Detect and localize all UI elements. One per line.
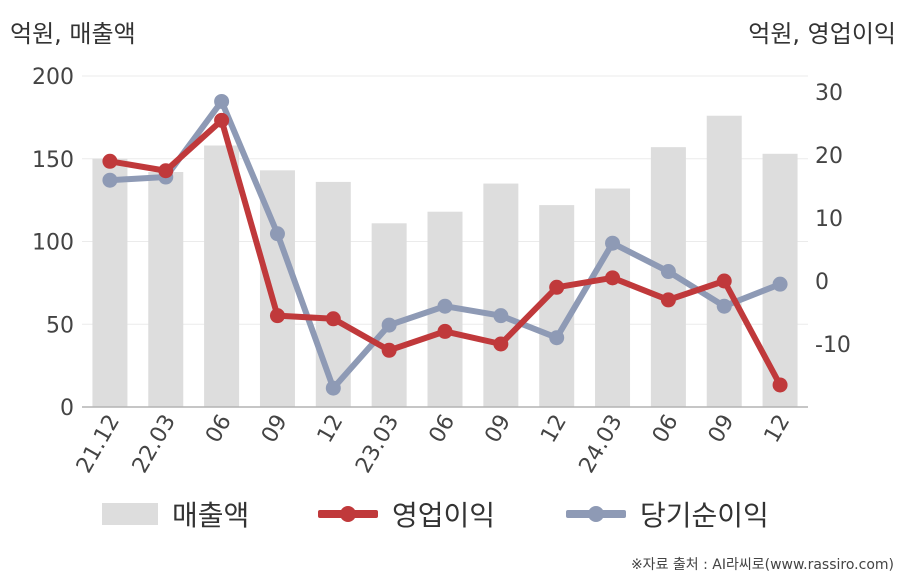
point-당기순이익-5: [381, 317, 397, 333]
chart-legend: 매출액 영업이익 당기순이익: [0, 492, 908, 536]
legend-label-net: 당기순이익: [640, 499, 769, 532]
line-series: [102, 93, 788, 396]
x-tick-label: 23.03: [351, 411, 404, 478]
bar-매출액-8: [539, 205, 575, 407]
right-tick-label: 10: [815, 207, 843, 232]
right-tick-label: 20: [815, 144, 843, 169]
x-tick-label: 24.03: [575, 411, 628, 478]
bar-매출액-1: [148, 171, 184, 407]
legend-label-revenue: 매출액: [172, 499, 250, 532]
right-tick-label: -10: [815, 333, 851, 358]
bar-매출액-11: [706, 115, 742, 407]
left-tick-label: 150: [32, 148, 74, 173]
right-tick-label: 30: [815, 81, 843, 106]
legend-swatch-operating: [318, 503, 378, 525]
point-영업이익-1: [158, 163, 174, 179]
bar-매출액-9: [595, 188, 631, 407]
point-영업이익-10: [660, 292, 676, 308]
x-tick-label: 12: [760, 411, 796, 448]
x-axis-ticks: 21.12 22.03 06 09 12 23.03 06 09 12 24.03 06 09 12: [72, 411, 795, 478]
point-영업이익-3: [269, 308, 285, 324]
point-당기순이익-12: [772, 276, 788, 292]
legend-swatch-revenue: [102, 503, 158, 525]
legend-item-operating: 영업이익: [318, 492, 495, 536]
left-tick-label: 200: [32, 65, 74, 90]
point-당기순이익-11: [716, 298, 732, 314]
left-axis-ticks: 0 50 100 150 200: [32, 65, 74, 421]
bar-매출액-2: [204, 145, 240, 407]
point-영업이익-7: [493, 336, 509, 352]
bar-매출액-5: [371, 223, 407, 407]
right-tick-label: 0: [815, 270, 829, 295]
point-영업이익-9: [605, 270, 621, 286]
point-당기순이익-2: [214, 93, 230, 109]
point-영업이익-4: [325, 311, 341, 327]
x-tick-label: 09: [704, 411, 740, 448]
legend-item-net: 당기순이익: [566, 492, 769, 536]
right-axis-unit-label: 억원, 영업이익: [748, 20, 896, 48]
x-tick-label: 12: [536, 411, 572, 448]
legend-item-revenue: 매출액: [102, 492, 249, 536]
point-당기순이익-6: [437, 298, 453, 314]
x-tick-label: 06: [425, 411, 461, 448]
x-tick-label: 21.12: [72, 411, 125, 478]
point-영업이익-8: [549, 279, 565, 295]
x-tick-label: 12: [313, 411, 349, 448]
revenue-bars: [92, 115, 798, 408]
x-tick-label: 06: [201, 411, 237, 448]
source-credit: ※자료 출처 : AI라씨로(www.rassiro.com): [630, 557, 894, 573]
point-당기순이익-7: [493, 308, 509, 324]
point-영업이익-6: [437, 323, 453, 339]
point-당기순이익-10: [660, 264, 676, 280]
point-당기순이익-9: [605, 235, 621, 251]
right-axis-ticks: -10 0 10 20 30: [815, 81, 851, 358]
point-영업이익-12: [772, 377, 788, 393]
legend-swatch-net: [566, 503, 626, 525]
point-영업이익-2: [214, 112, 230, 128]
left-tick-label: 0: [60, 396, 74, 421]
bar-매출액-0: [92, 158, 128, 407]
point-당기순이익-8: [549, 330, 565, 346]
left-axis-unit-label: 억원, 매출액: [10, 20, 136, 48]
left-tick-label: 50: [46, 313, 74, 338]
x-tick-label: 09: [480, 411, 516, 448]
point-영업이익-11: [716, 273, 732, 289]
bar-매출액-7: [483, 183, 519, 407]
point-당기순이익-0: [102, 172, 118, 188]
legend-label-operating: 영업이익: [392, 499, 496, 532]
point-영업이익-0: [102, 153, 118, 169]
bar-매출액-4: [315, 181, 351, 407]
x-tick-label: 09: [257, 411, 293, 448]
x-tick-label: 06: [648, 411, 684, 448]
point-당기순이익-4: [325, 380, 341, 396]
point-당기순이익-3: [269, 226, 285, 242]
point-영업이익-5: [381, 342, 397, 358]
combo-chart: 0 50 100 150 200 -10 0 10 20 30 21.12 22.03 06 09 12…: [32, 65, 851, 478]
left-tick-label: 100: [32, 231, 74, 256]
x-tick-label: 22.03: [128, 411, 181, 478]
